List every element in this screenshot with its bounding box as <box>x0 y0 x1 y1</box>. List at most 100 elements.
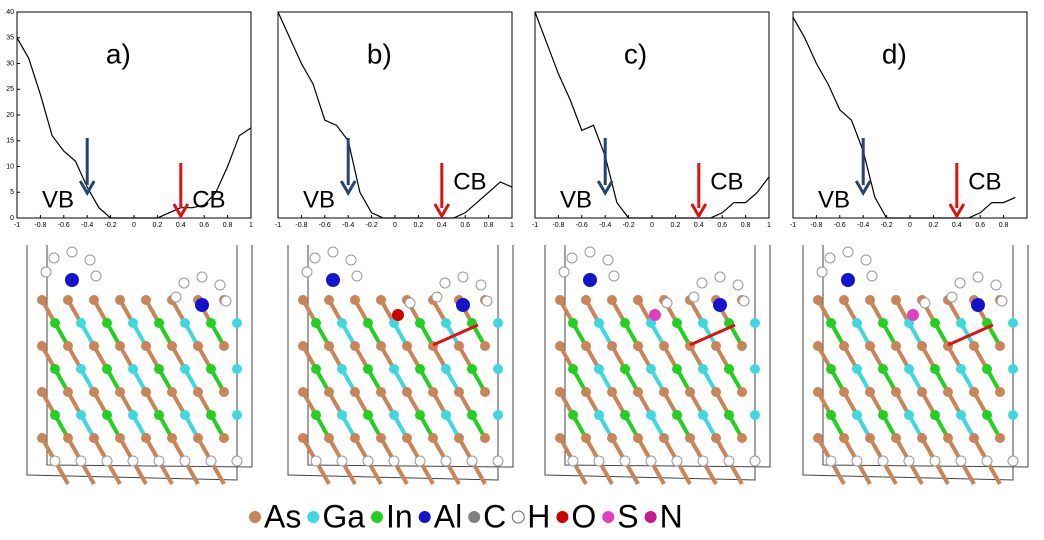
x-tick-label: 0.6 <box>199 222 209 229</box>
atom <box>724 456 734 466</box>
atom <box>689 292 699 302</box>
atom <box>907 309 919 321</box>
atom <box>298 433 308 443</box>
atom <box>402 387 412 397</box>
atom <box>891 387 901 397</box>
atom <box>102 364 112 374</box>
atom <box>555 387 565 397</box>
atom <box>221 296 231 306</box>
atom <box>947 292 957 302</box>
atom <box>302 267 312 277</box>
x-tick-label: 1 <box>249 222 253 229</box>
y-tick-label: 20 <box>6 112 14 119</box>
atom <box>115 387 125 397</box>
legend-swatch <box>419 511 431 523</box>
atom <box>50 410 60 420</box>
atom <box>180 456 190 466</box>
atom <box>878 364 888 374</box>
atom <box>337 364 347 374</box>
x-tick-label: -0.6 <box>834 222 846 229</box>
panel-label: b) <box>367 38 392 69</box>
atom <box>440 278 450 288</box>
atom <box>982 456 992 466</box>
atom <box>232 410 242 420</box>
atom <box>826 456 836 466</box>
atom <box>128 456 138 466</box>
atom <box>698 456 708 466</box>
atom <box>219 387 229 397</box>
atom <box>568 456 578 466</box>
atom <box>904 456 914 466</box>
atom <box>50 318 60 328</box>
atom <box>337 410 347 420</box>
atom <box>102 318 112 328</box>
atom <box>973 272 983 282</box>
atom <box>141 295 151 305</box>
atom <box>969 387 979 397</box>
atom <box>311 410 321 420</box>
legend-label: As <box>264 498 301 534</box>
x-tick-label: 0.8 <box>999 222 1009 229</box>
atom <box>298 341 308 351</box>
atom <box>585 247 595 257</box>
atom <box>865 295 875 305</box>
atom <box>891 433 901 443</box>
x-tick-label: -0.4 <box>342 222 354 229</box>
atom <box>115 295 125 305</box>
atom <box>441 410 451 420</box>
atom <box>724 410 734 420</box>
atom <box>1008 364 1018 374</box>
atom <box>955 278 965 288</box>
atom <box>232 364 242 374</box>
atom <box>326 273 340 287</box>
atom <box>428 433 438 443</box>
atom <box>603 255 613 265</box>
legend-swatch <box>645 511 657 523</box>
atom <box>826 410 836 420</box>
atom <box>350 433 360 443</box>
atom <box>581 295 591 305</box>
atom <box>298 387 308 397</box>
atom <box>568 410 578 420</box>
atom <box>50 456 60 466</box>
annotation-cb: CB <box>453 168 486 195</box>
x-tick-label: -0.2 <box>623 222 635 229</box>
atom <box>956 318 966 328</box>
atom <box>633 433 643 443</box>
x-tick-label: 0.2 <box>671 222 681 229</box>
atom <box>607 387 617 397</box>
atom <box>698 364 708 374</box>
atom <box>697 278 707 288</box>
atom <box>428 387 438 397</box>
atom <box>50 364 60 374</box>
atom <box>867 271 877 281</box>
page: {"chart_data": [ {"type": "line", "panel… <box>0 0 1044 540</box>
atom <box>392 309 404 321</box>
atom <box>594 318 604 328</box>
atom <box>861 255 871 265</box>
atom <box>620 318 630 328</box>
atom <box>324 387 334 397</box>
y-tick-label: 40 <box>6 9 14 16</box>
atom <box>711 433 721 443</box>
atom <box>839 387 849 397</box>
atom <box>102 456 112 466</box>
atom <box>415 364 425 374</box>
atom <box>813 433 823 443</box>
atom <box>817 267 827 277</box>
atom <box>154 410 164 420</box>
atom <box>141 341 151 351</box>
atom <box>878 318 888 328</box>
atom <box>363 364 373 374</box>
atom <box>904 364 914 374</box>
atom <box>607 295 617 305</box>
atom <box>337 318 347 328</box>
atom <box>456 298 470 312</box>
atom <box>154 456 164 466</box>
atom <box>115 433 125 443</box>
atom <box>698 318 708 328</box>
x-tick-label: 0.8 <box>223 222 233 229</box>
atom <box>167 387 177 397</box>
atom <box>193 433 203 443</box>
atom <box>441 456 451 466</box>
